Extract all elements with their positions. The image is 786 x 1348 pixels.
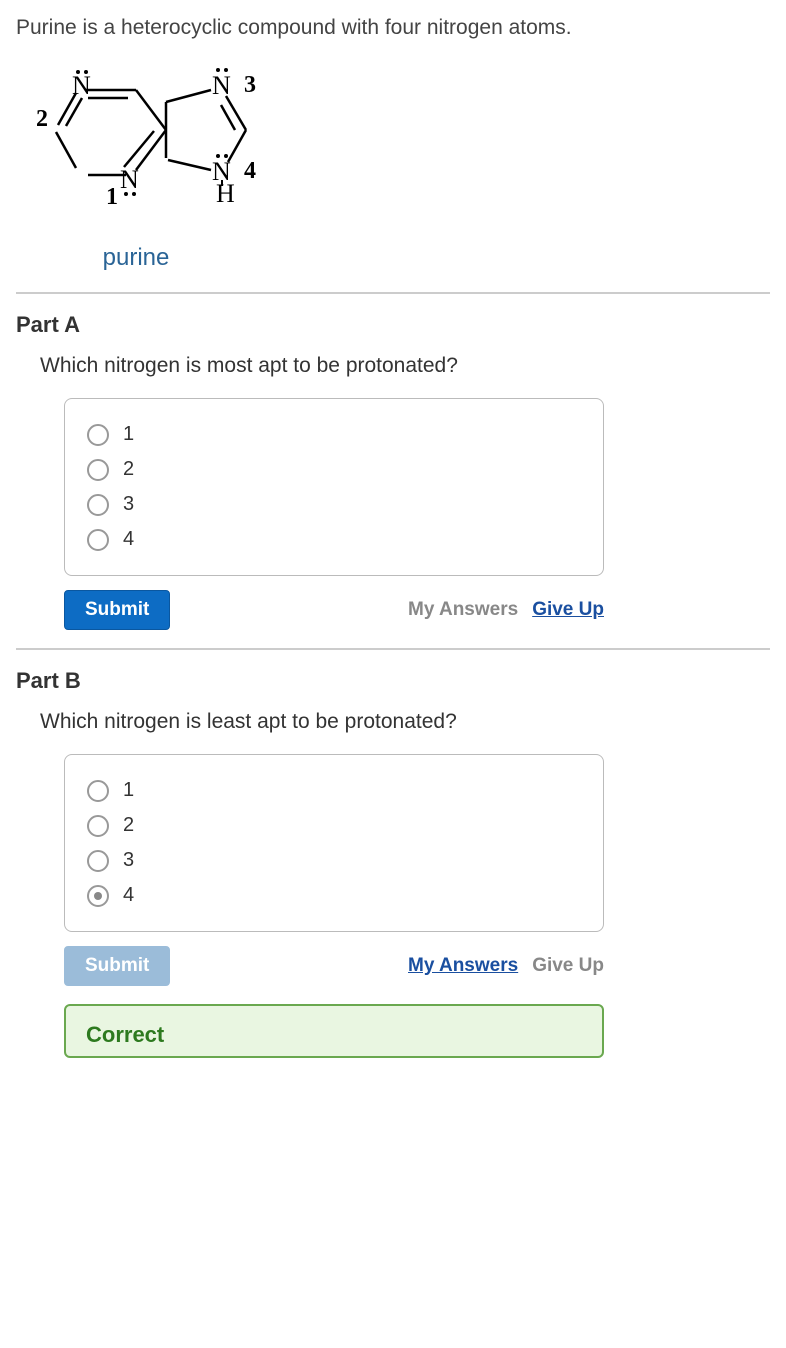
- part-a-option-1[interactable]: 1: [87, 417, 581, 452]
- purine-structure-svg: N N N N H 2 1 3 4: [26, 60, 276, 230]
- radio-icon[interactable]: [87, 424, 109, 446]
- label-num-1: 1: [106, 184, 118, 210]
- part-b-question: Which nitrogen is least apt to be proton…: [40, 710, 770, 734]
- part-b-title: Part B: [16, 668, 770, 694]
- part-b-option-2[interactable]: 2: [87, 808, 581, 843]
- radio-icon[interactable]: [87, 815, 109, 837]
- intro-text: Purine is a heterocyclic compound with f…: [16, 16, 770, 40]
- label-num-2: 2: [36, 106, 48, 132]
- radio-icon[interactable]: [87, 885, 109, 907]
- option-label: 1: [123, 779, 134, 802]
- radio-icon[interactable]: [87, 529, 109, 551]
- option-label: 2: [123, 458, 134, 481]
- part-a-option-2[interactable]: 2: [87, 452, 581, 487]
- divider: [16, 648, 770, 650]
- option-label: 2: [123, 814, 134, 837]
- part-b-my-answers-link[interactable]: My Answers: [408, 955, 518, 977]
- radio-icon[interactable]: [87, 850, 109, 872]
- part-a-give-up-link[interactable]: Give Up: [532, 599, 604, 621]
- part-a-options: 1 2 3 4: [64, 398, 604, 576]
- option-label: 4: [123, 884, 134, 907]
- option-label: 1: [123, 423, 134, 446]
- atom-n-bottom-left: N: [120, 165, 139, 194]
- radio-icon[interactable]: [87, 780, 109, 802]
- radio-icon[interactable]: [87, 459, 109, 481]
- divider: [16, 292, 770, 294]
- atom-n-top-left: N: [72, 71, 91, 100]
- label-num-3: 3: [244, 72, 256, 98]
- part-a-submit-button[interactable]: Submit: [64, 590, 170, 630]
- part-b-feedback-correct: Correct: [64, 1004, 604, 1058]
- part-a-question: Which nitrogen is most apt to be protona…: [40, 354, 770, 378]
- part-b-option-4[interactable]: 4: [87, 878, 581, 913]
- part-a-actions: Submit My Answers Give Up: [64, 590, 604, 630]
- purine-diagram: N N N N H 2 1 3 4 purine: [26, 60, 770, 272]
- molecule-name: purine: [26, 244, 246, 272]
- label-num-4: 4: [244, 158, 256, 184]
- part-a-title: Part A: [16, 312, 770, 338]
- option-label: 3: [123, 849, 134, 872]
- part-b-actions: Submit My Answers Give Up: [64, 946, 604, 986]
- atom-h: H: [216, 179, 235, 208]
- option-label: 3: [123, 493, 134, 516]
- part-a-option-4[interactable]: 4: [87, 522, 581, 557]
- part-b-option-3[interactable]: 3: [87, 843, 581, 878]
- part-a-option-3[interactable]: 3: [87, 487, 581, 522]
- option-label: 4: [123, 528, 134, 551]
- atom-n-top-right: N: [212, 71, 231, 100]
- part-b-submit-button: Submit: [64, 946, 170, 986]
- radio-icon[interactable]: [87, 494, 109, 516]
- part-b-option-1[interactable]: 1: [87, 773, 581, 808]
- part-b-give-up-link: Give Up: [532, 955, 604, 977]
- part-b-options: 1 2 3 4: [64, 754, 604, 932]
- part-a-my-answers-link: My Answers: [408, 599, 518, 621]
